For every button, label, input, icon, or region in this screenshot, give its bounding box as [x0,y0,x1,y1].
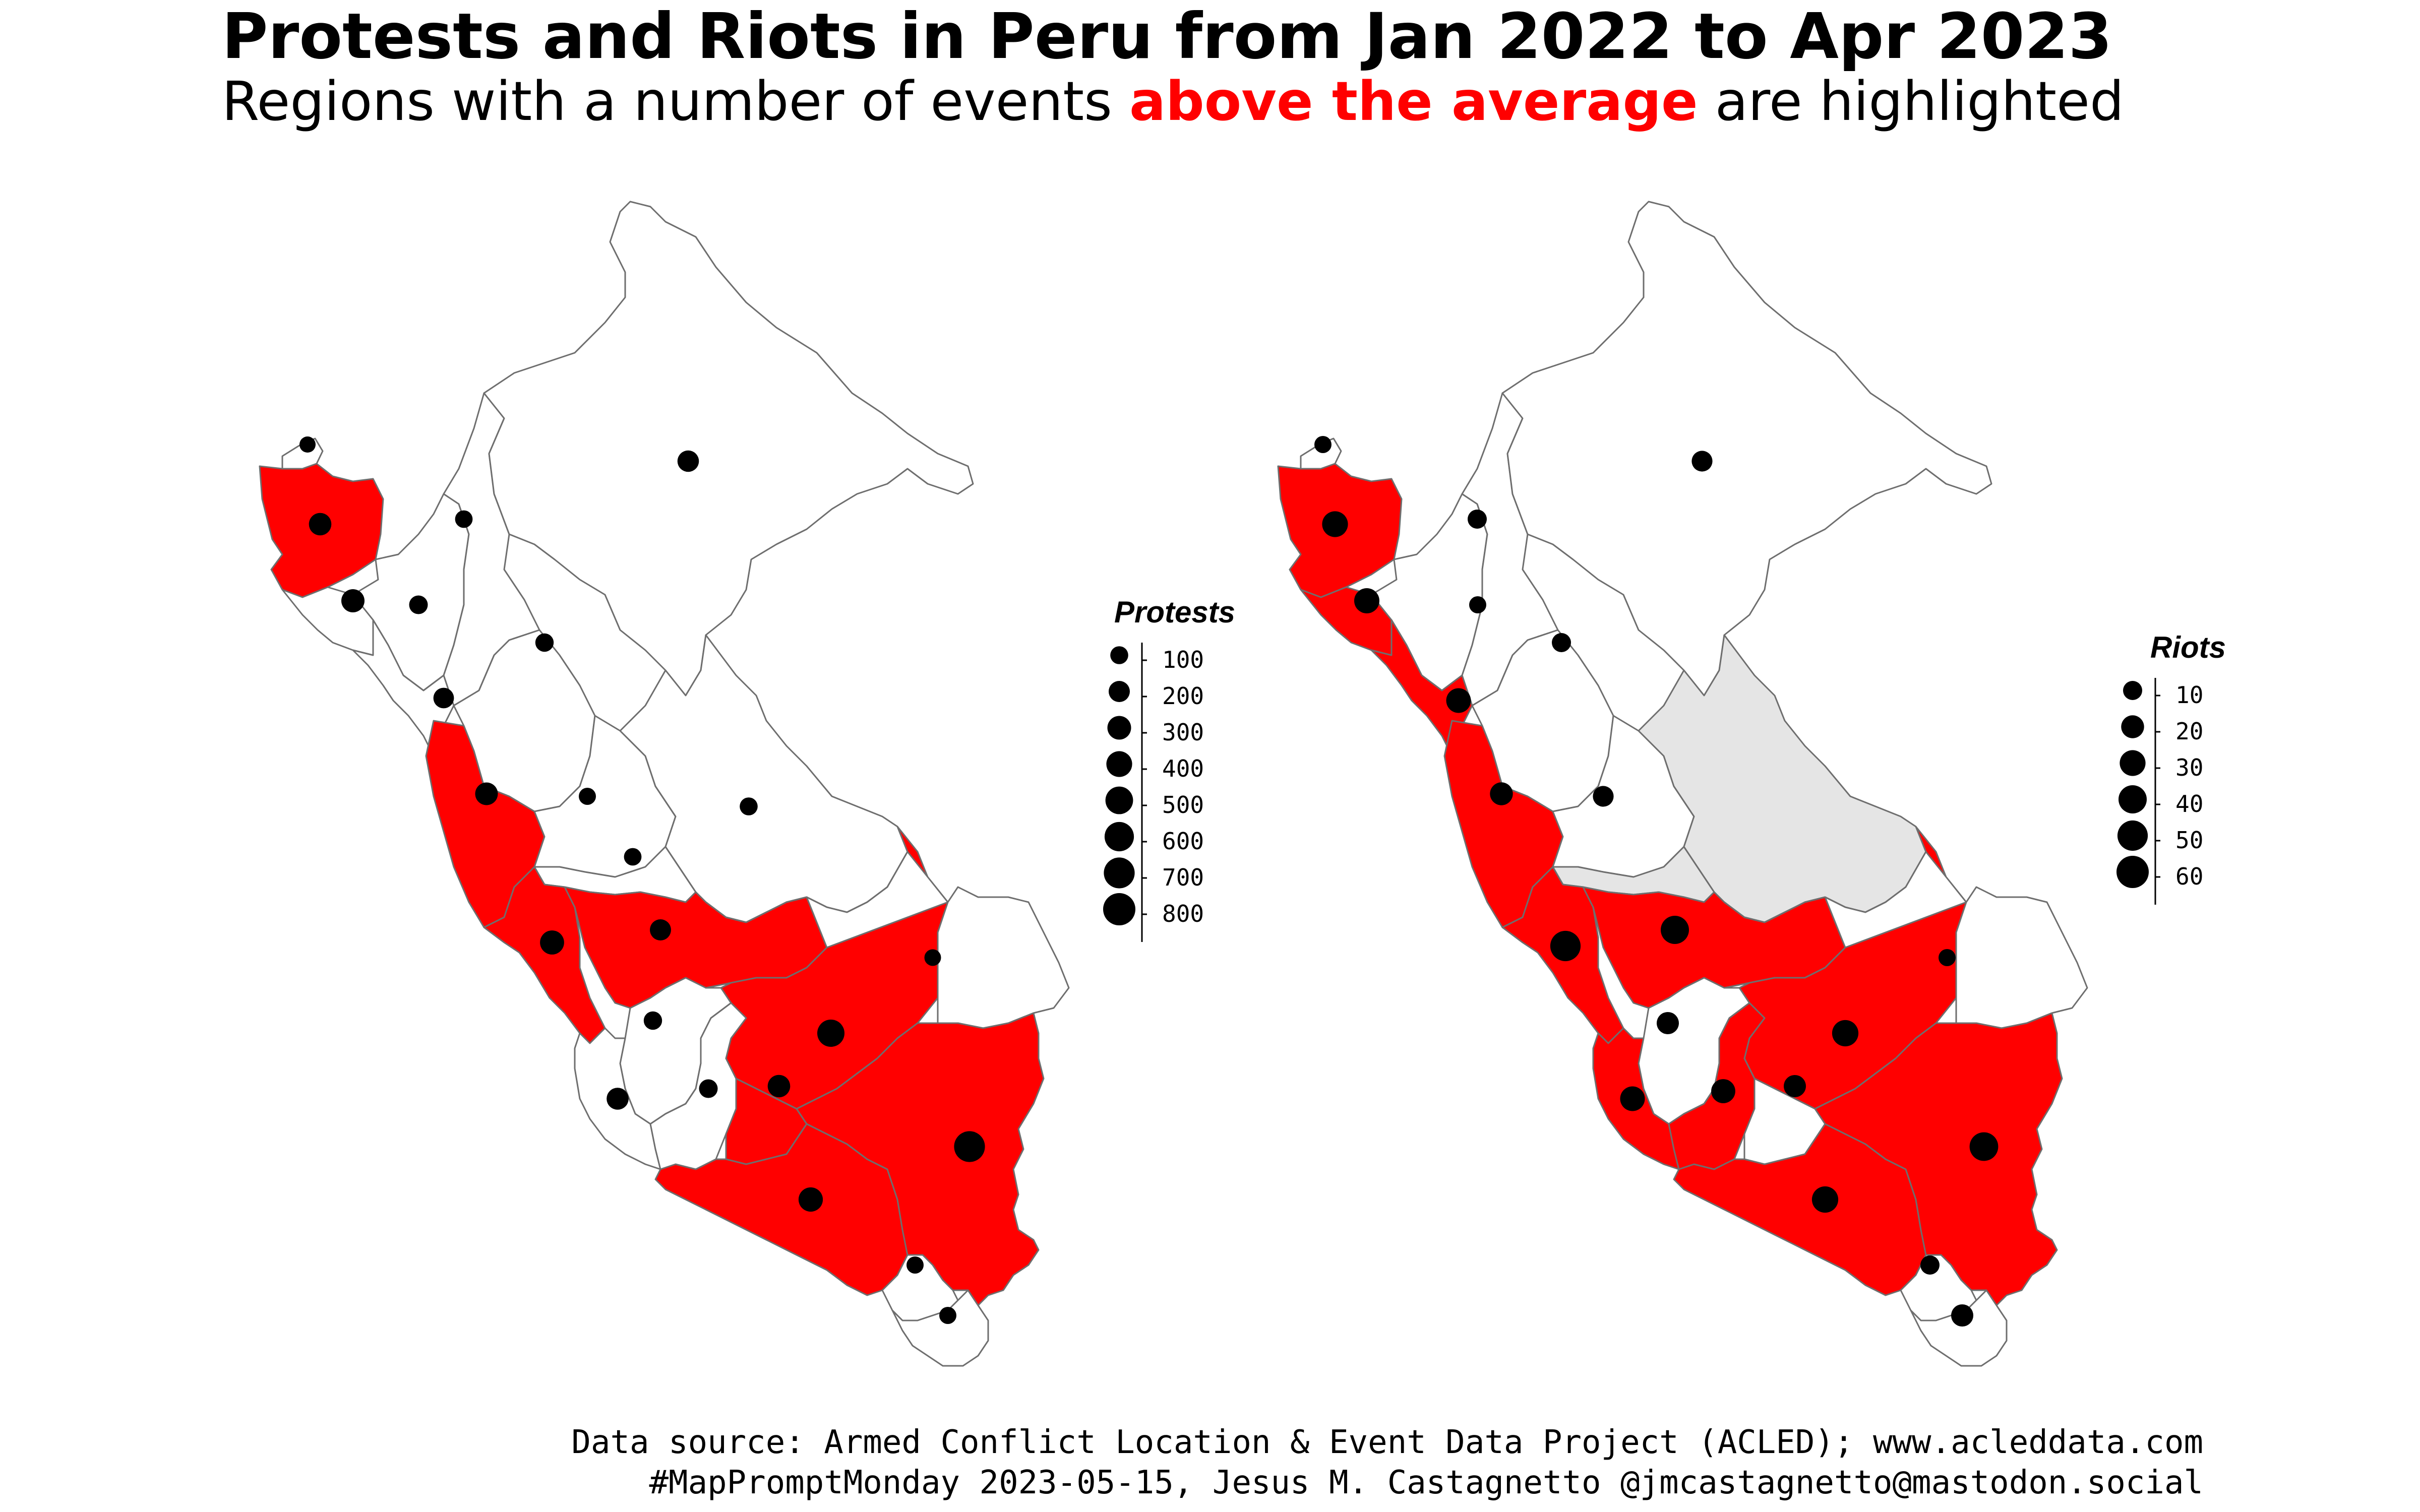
region-madre-de-dios [806,851,1070,1029]
event-dot-la-libertad [1446,688,1471,713]
map-subtitle: Regions with a number of events above th… [222,71,2124,133]
event-dot-tacna [939,1307,956,1324]
subtitle-text: Regions with a number of events [222,71,1129,133]
event-dot-ancash [1490,782,1513,805]
event-dot-puno [1969,1132,1999,1161]
legend-dot [2116,856,2149,888]
riots-legend: Riots 10 20 30 40 50 60 [2116,631,2226,905]
event-dot-lambayeque [1354,588,1379,613]
region-tacna [891,1289,989,1367]
event-dot-arequipa [1811,1186,1839,1213]
event-dot-apurimac [767,1075,791,1098]
map-title: Protests and Riots in Peru from Jan 2022… [222,0,2112,73]
legend-label: 20 [2175,718,2203,745]
event-dot-moquegua [906,1256,924,1274]
event-dot-huancavelica [643,1011,662,1030]
protests-map [259,201,1070,1367]
event-dot-puno [954,1131,985,1162]
event-dot-lambayeque [341,589,365,612]
event-dot-cusco [1832,1020,1859,1047]
event-dot-pasco [624,848,642,866]
event-dot-cajamarca [409,595,428,614]
event-dot-ucayali [740,797,758,815]
event-dot-la-libertad [433,687,454,709]
protests-legend: Protests 100 200 300 400 500 600 700 800 [1103,595,1235,942]
event-dot-ica [1620,1086,1645,1111]
legend-dot [1109,681,1130,702]
region-loreto [1501,201,1992,697]
legend-dot [1107,716,1131,740]
event-dot-junin [650,919,671,940]
event-dot-moquegua [1920,1255,1940,1275]
event-dot-ayacucho [699,1079,718,1098]
legend-label: 300 [1162,719,1204,746]
event-dot-ancash [475,782,498,805]
event-dot-piura [309,513,332,536]
legend-dot [2120,750,2146,776]
legend-dot [1105,786,1133,814]
region-tacna [1910,1289,2008,1367]
event-dot-piura [1322,511,1348,537]
legend-dot [1104,857,1135,889]
event-dot-huanuco [1593,786,1614,807]
legend-title: Protests [1114,595,1235,629]
event-dot-huancavelica [1657,1012,1679,1034]
event-dot-ica [607,1088,629,1110]
event-dot-ayacucho [1711,1079,1735,1103]
legend-label: 600 [1162,828,1204,855]
region-madre-de-dios [1824,851,2088,1029]
legend-label: 200 [1162,682,1204,710]
event-dot-huanuco [579,788,596,805]
region-puno [1814,1012,2063,1306]
legend-dot [1106,751,1132,777]
caption-source: Data source: Armed Conflict Location & E… [571,1424,2203,1461]
event-dot-cajamarca [1469,596,1486,613]
legend-label: 50 [2175,827,2203,854]
legend-label: 60 [2175,863,2203,890]
region-lima [483,866,606,1044]
legend-dot [2119,785,2147,813]
event-dot-madre-de-dios [924,949,941,966]
riots-map [1277,201,2088,1367]
event-dot-lima [540,930,564,955]
subtitle-text-end: are highlighted [1698,71,2124,133]
legend-dot [1110,646,1128,664]
legend-dot [1103,893,1135,925]
legend-dot [2117,820,2148,851]
legend-label: 30 [2175,754,2203,781]
event-dot-junin [1661,916,1689,944]
caption-credit: #MapPromptMonday 2023-05-15, Jesus M. Ca… [649,1464,2204,1501]
event-dot-loreto [677,450,699,472]
legend-dot [2123,681,2142,700]
region-puno [796,1012,1045,1306]
legend-label: 100 [1162,646,1204,673]
legend-dot [1104,822,1134,852]
legend-label: 700 [1162,864,1204,891]
legend-title: Riots [2150,631,2226,664]
legend-label: 800 [1162,900,1204,927]
event-dot-amazonas [1468,510,1487,529]
event-dot-loreto [1691,451,1713,472]
event-dot-san-martin [535,633,554,652]
event-dot-cusco [817,1020,844,1047]
event-dot-tacna [1951,1304,1973,1327]
legend-dot [2121,715,2144,738]
event-dot-madre-de-dios [1939,949,1956,966]
legend-label: 500 [1162,791,1204,818]
event-dot-tumbes [299,436,316,453]
event-dot-amazonas [455,510,473,528]
legend-label: 40 [2175,790,2203,817]
event-dot-lima [1550,930,1581,962]
legend-label: 400 [1162,755,1204,782]
event-dot-arequipa [798,1187,823,1212]
subtitle-highlight: above the average [1129,71,1698,133]
event-dot-apurimac [1784,1075,1806,1097]
legend-label: 10 [2175,681,2203,709]
region-loreto [483,201,974,697]
event-dot-san-martin [1552,633,1571,652]
event-dot-tumbes [1314,436,1332,453]
